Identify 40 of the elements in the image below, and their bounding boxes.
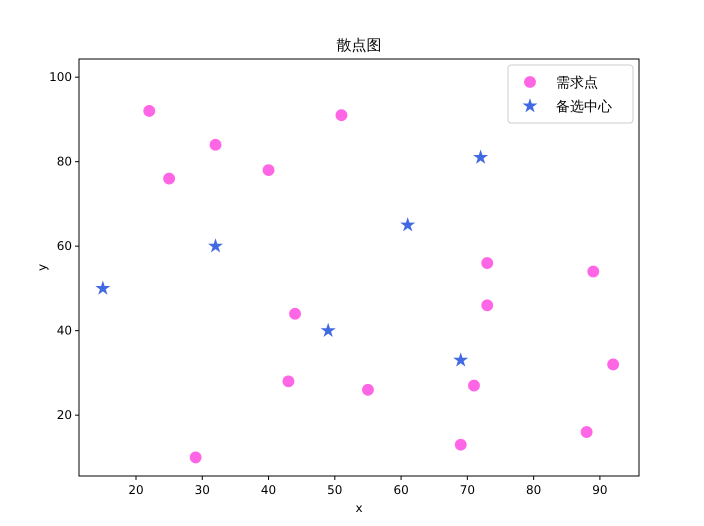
x-tick-label: 50	[327, 483, 342, 497]
point	[481, 299, 494, 312]
point	[481, 257, 494, 269]
x-axis-title: x	[355, 501, 363, 515]
x-tick-label: 80	[526, 483, 542, 497]
point	[163, 172, 176, 184]
x-tick-label: 70	[460, 483, 475, 497]
y-tick-label: 80	[56, 154, 72, 169]
point	[190, 452, 202, 464]
point	[289, 308, 301, 320]
legend-label: 备选中心	[556, 99, 612, 115]
point	[580, 426, 593, 438]
point	[587, 266, 600, 278]
point	[400, 217, 416, 232]
x-tick-label: 20	[128, 483, 144, 497]
point	[607, 358, 620, 370]
point	[454, 438, 467, 451]
point	[336, 109, 348, 122]
point	[453, 352, 468, 367]
x-tick-label: 90	[592, 483, 608, 497]
y-tick-label: 20	[56, 408, 72, 422]
point	[262, 164, 274, 176]
x-tick-label: 60	[393, 483, 409, 497]
point	[320, 322, 336, 338]
point	[473, 150, 488, 164]
point	[210, 138, 222, 151]
point	[282, 375, 294, 388]
point	[208, 238, 224, 253]
point	[362, 384, 374, 396]
y-tick-label: 40	[56, 324, 72, 338]
legend-label: 需求点	[556, 75, 598, 91]
point	[468, 380, 480, 392]
x-tick-label: 30	[194, 483, 210, 497]
point	[95, 280, 110, 295]
point	[143, 105, 156, 117]
y-tick-label: 100	[49, 70, 72, 84]
y-axis-title: y	[35, 264, 49, 272]
x-tick-label: 40	[260, 483, 276, 497]
chart-title: 散点图	[336, 36, 382, 54]
y-tick-label: 60	[56, 239, 72, 254]
